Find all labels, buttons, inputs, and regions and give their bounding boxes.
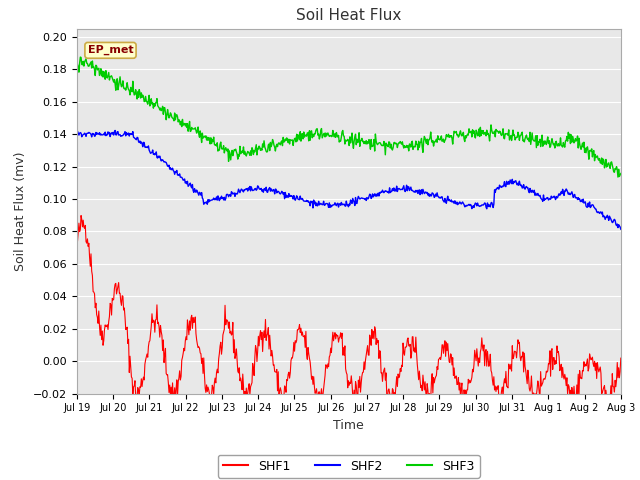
Y-axis label: Soil Heat Flux (mv): Soil Heat Flux (mv) bbox=[14, 152, 28, 271]
SHF1 bbox=[73, 239, 81, 244]
SHF3 bbox=[138, 90, 145, 96]
SHF2 bbox=[406, 188, 413, 193]
SHF3 bbox=[285, 136, 292, 142]
SHF1 bbox=[531, 408, 539, 413]
SHF1 bbox=[138, 376, 145, 382]
SHF1 bbox=[617, 355, 625, 361]
SHF1 bbox=[264, 325, 272, 331]
SHF1 bbox=[406, 343, 413, 349]
SHF3 bbox=[237, 150, 245, 156]
Line: SHF2: SHF2 bbox=[77, 131, 621, 229]
SHF1 bbox=[285, 369, 292, 375]
SHF3 bbox=[73, 58, 81, 64]
SHF3 bbox=[614, 174, 622, 180]
SHF2 bbox=[237, 186, 245, 192]
SHF3 bbox=[436, 137, 444, 143]
SHF3 bbox=[406, 141, 413, 147]
SHF2 bbox=[617, 226, 625, 232]
SHF3 bbox=[77, 54, 84, 60]
Legend: SHF1, SHF2, SHF3: SHF1, SHF2, SHF3 bbox=[218, 455, 480, 478]
SHF1 bbox=[436, 355, 444, 360]
SHF2 bbox=[111, 128, 119, 133]
Line: SHF3: SHF3 bbox=[77, 57, 621, 177]
SHF1 bbox=[237, 380, 245, 385]
SHF2 bbox=[73, 132, 81, 138]
SHF1 bbox=[77, 213, 85, 218]
X-axis label: Time: Time bbox=[333, 419, 364, 432]
SHF2 bbox=[436, 194, 444, 200]
SHF2 bbox=[138, 139, 145, 145]
SHF2 bbox=[264, 187, 272, 192]
Title: Soil Heat Flux: Soil Heat Flux bbox=[296, 9, 401, 24]
Text: EP_met: EP_met bbox=[88, 45, 133, 56]
Line: SHF1: SHF1 bbox=[77, 216, 621, 410]
SHF3 bbox=[264, 142, 272, 148]
SHF2 bbox=[285, 191, 292, 196]
SHF3 bbox=[617, 170, 625, 176]
